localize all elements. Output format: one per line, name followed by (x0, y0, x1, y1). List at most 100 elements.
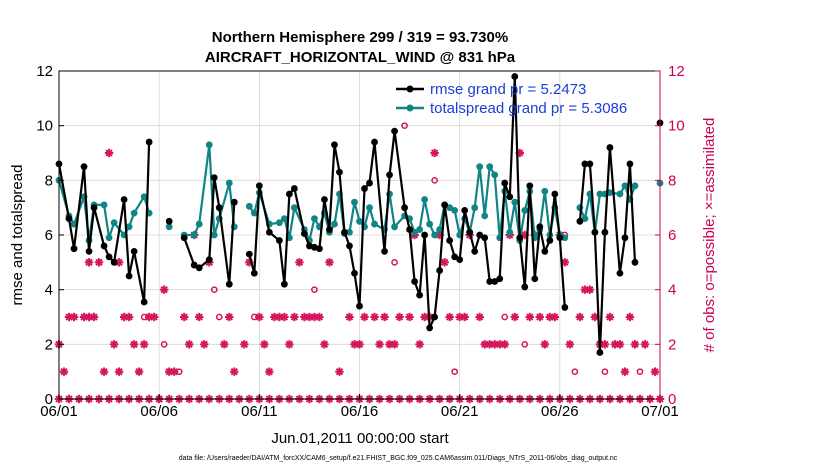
totalspread-point-44 (366, 204, 373, 212)
totalspread-point-58 (446, 204, 454, 212)
rmse-point-52 (416, 291, 423, 299)
obs-possible-marker-11 (501, 313, 509, 321)
rmse-point-67 (491, 278, 499, 285)
rmse-point-3 (80, 163, 88, 171)
rmse-point-19 (210, 174, 218, 182)
obs-assimilated-marker-43 (290, 312, 299, 322)
totalspread-point-54 (426, 220, 434, 228)
rmse-point-14 (165, 217, 173, 225)
rmse-point-28 (280, 280, 288, 288)
totalspread-point-10 (125, 223, 133, 231)
rmse-line-segment-0 (57, 142, 151, 304)
obs-assimilated-marker-70 (445, 312, 454, 322)
obs-possible-marker-6 (311, 286, 318, 294)
obs-possible-marker-0 (140, 313, 148, 321)
obs-assimilated-marker-6 (84, 258, 94, 267)
totalspread-point-86 (596, 190, 604, 198)
totalspread-point-19 (210, 231, 218, 239)
legend-rmse-marker (406, 85, 414, 93)
totalspread-point-21 (225, 179, 233, 187)
obs-possible-marker-14 (601, 368, 609, 376)
y-right-tick-label-4: 8 (668, 172, 676, 189)
obs-assimilated-marker-101 (615, 340, 625, 349)
obs-assimilated-marker-37 (260, 340, 269, 349)
totalspread-point-55 (431, 231, 439, 239)
totalspread-point-81 (561, 234, 569, 242)
rmse-point-45 (371, 138, 378, 146)
rmse-point-22 (230, 198, 238, 206)
totalspread-point-27 (275, 219, 283, 227)
rmse-point-23 (245, 250, 253, 258)
rmse-point-30 (290, 185, 298, 192)
totalspread-point-51 (411, 228, 418, 236)
totalspread-point-63 (471, 204, 479, 212)
rmse-point-91 (626, 160, 634, 168)
totalspread-point-45 (371, 220, 378, 228)
obs-assimilated-marker-7 (89, 312, 99, 322)
rmse-point-83 (581, 160, 589, 168)
rmse-point-21 (225, 280, 233, 288)
totalspread-point-41 (351, 198, 358, 206)
data-file-footnote: data file: /Users/raeder/DAI/ATM_forcXX/… (179, 455, 618, 462)
x-tick-label-0: 06/01 (40, 403, 78, 420)
rmse-point-11 (130, 248, 138, 255)
y-right-tick-label-6: 12 (668, 63, 685, 80)
rmse-point-77 (541, 248, 549, 255)
obs-assimilated-marker-17 (134, 367, 144, 376)
totalspread-point-37 (331, 220, 338, 228)
rmse-point-54 (426, 324, 434, 332)
obs-assimilated-marker-67 (430, 148, 439, 158)
obs-possible-marker-8 (401, 122, 408, 130)
rmse-point-73 (521, 283, 529, 291)
obs-assimilated-marker-51 (335, 367, 344, 376)
obs-possible-marker-2 (175, 368, 183, 376)
obs-assimilated-marker-48 (315, 312, 324, 322)
rmse-point-71 (511, 73, 519, 80)
obs-assimilated-marker-3 (69, 312, 79, 322)
obs-assimilated-marker-32 (225, 312, 234, 322)
rmse-point-25 (255, 182, 263, 190)
totalspread-point-59 (451, 207, 459, 214)
totalspread-point-52 (416, 226, 423, 233)
y-tick-label-4: 8 (45, 172, 53, 189)
rmse-point-5 (90, 204, 98, 212)
obs-assimilated-marker-18 (139, 340, 149, 349)
obs-assimilated-marker-61 (395, 312, 404, 322)
obs-assimilated-marker-25 (180, 312, 189, 322)
rmse-point-15 (180, 234, 188, 242)
rmse-point-78 (546, 237, 554, 244)
obs-possible-marker-10 (451, 368, 459, 376)
obs-assimilated-marker-50 (325, 258, 334, 267)
totalspread-point-11 (130, 209, 138, 217)
y-right-tick-label-2: 4 (668, 282, 676, 299)
obs-possible-marker-4 (215, 313, 223, 321)
rmse-point-70 (506, 193, 514, 201)
rmse-point-16 (190, 261, 198, 269)
totalspread-point-14 (165, 223, 173, 231)
chart-title-line2: AIRCRAFT_HORIZONTAL_WIND @ 831 hPa (205, 49, 516, 66)
totalspread-point-18 (205, 141, 213, 149)
rmse-point-46 (381, 248, 388, 255)
totalspread-point-16 (190, 231, 198, 239)
obs-assimilated-marker-98 (600, 340, 610, 349)
obs-assimilated-marker-8 (94, 258, 104, 267)
y-axis-label: rmse and totalspread (9, 165, 26, 306)
rmse-point-43 (361, 185, 368, 192)
totalspread-point-42 (356, 217, 363, 225)
legend-spread-label: totalspread grand pr = 5.3086 (430, 100, 627, 117)
legend: rmse grand pr = 5.2473 totalspread grand… (396, 81, 627, 117)
rmse-point-56 (436, 267, 444, 274)
obs-assimilated-marker-38 (265, 367, 274, 376)
totalspread-point-53 (421, 196, 429, 203)
totalspread-point-23 (245, 202, 253, 210)
totalspread-point-92 (631, 182, 639, 190)
rmse-point-64 (476, 231, 484, 239)
obs-possible-marker-12 (521, 340, 529, 348)
obs-assimilated-marker-1 (59, 367, 69, 376)
obs-assimilated-marker-31 (220, 340, 229, 349)
rmse-point-6 (100, 242, 108, 250)
obs-assimilated-marker-95 (585, 285, 595, 294)
rmse-point-58 (446, 237, 454, 244)
rmse-point-88 (606, 144, 614, 151)
rmse-point-34 (316, 245, 323, 253)
